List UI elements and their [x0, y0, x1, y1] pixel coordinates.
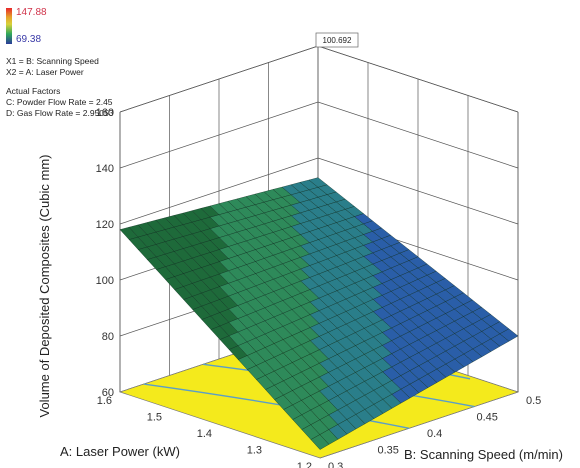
y-tick-label: 1.5 [147, 412, 162, 424]
legend-min-value: 69.38 [16, 34, 42, 45]
y-tick-label: 1.4 [197, 428, 212, 440]
surface-patch [499, 328, 519, 342]
legend-max-value: 147.88 [16, 7, 47, 18]
y-axis-title: A: Laser Power (kW) [60, 444, 180, 459]
annotation-value: 100.692 [323, 36, 352, 45]
x-tick-label: 0.5 [526, 395, 541, 407]
legend-colorbar [6, 8, 12, 44]
z-tick-label: 160 [96, 107, 114, 119]
annotation-box [315, 32, 359, 48]
z-tick-label: 80 [102, 331, 114, 343]
z-tick-label: 120 [96, 219, 114, 231]
actual-factors-title: Actual Factors [6, 86, 61, 96]
y-tick-label: 1.2 [297, 461, 312, 468]
z-tick-label: 60 [102, 387, 114, 399]
x-tick-label: 0.3 [328, 461, 343, 468]
z-axis-title: Volume of Deposited Composites (Cubic mm… [37, 155, 52, 418]
x-tick-label: 0.45 [477, 412, 498, 424]
x2-definition: X2 = A: Laser Power [6, 67, 84, 77]
x-tick-label: 0.4 [427, 428, 442, 440]
x-tick-label: 0.35 [378, 445, 399, 457]
z-tick-label: 100 [96, 275, 114, 287]
x-axis-title: B: Scanning Speed (m/min) [404, 447, 563, 462]
z-tick-label: 140 [96, 163, 114, 175]
x1-definition: X1 = B: Scanning Speed [6, 56, 99, 66]
factor-c: C: Powder Flow Rate = 2.45 [6, 97, 113, 107]
factor-d: D: Gas Flow Rate = 2.95053 [6, 108, 114, 118]
y-tick-label: 1.3 [247, 445, 262, 457]
y-tick-label: 1.6 [97, 395, 112, 407]
